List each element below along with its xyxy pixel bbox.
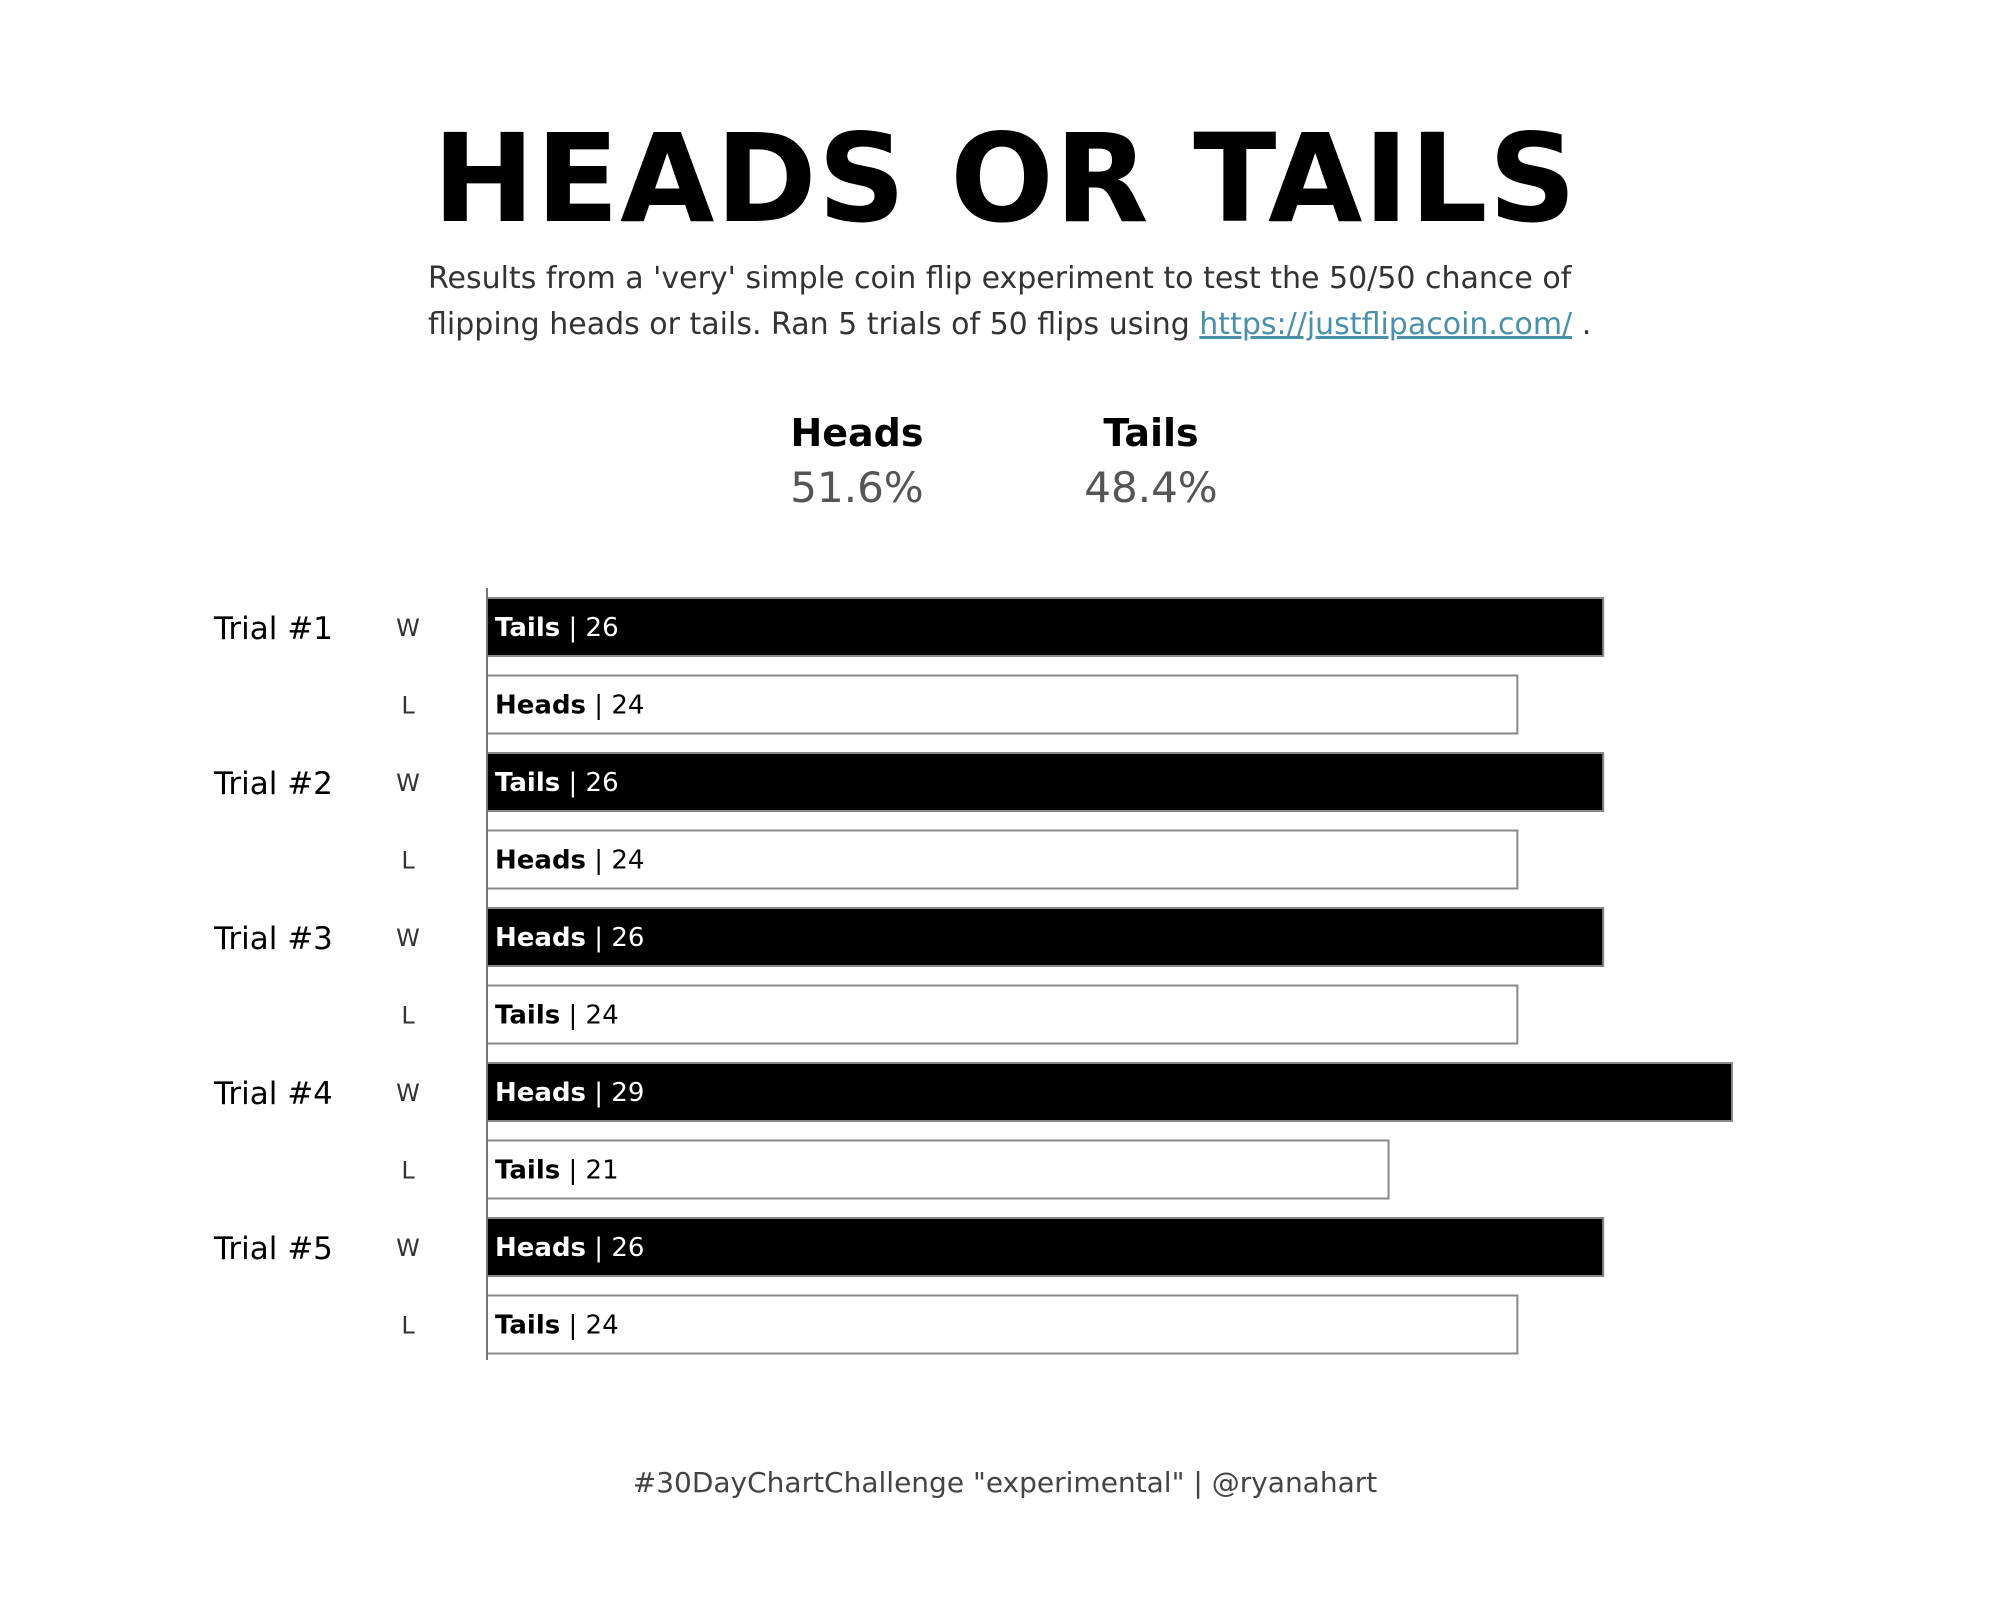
bar-label-separator: | <box>586 1233 611 1263</box>
footer-credit: #30DayChartChallenge "experimental" | @r… <box>632 1466 1378 1499</box>
bar-label-separator: | <box>586 691 611 721</box>
bar-label-value: 24 <box>611 846 644 876</box>
bar <box>486 597 1605 657</box>
result-label: L <box>401 1002 415 1030</box>
chart-title: HEADS OR TAILS <box>432 108 1578 250</box>
result-label: W <box>396 924 420 952</box>
bar-label-side: Tails <box>495 1311 560 1341</box>
result-label: W <box>396 1234 420 1262</box>
bar-label: Tails | 24 <box>495 1001 619 1031</box>
bar-label: Heads | 24 <box>495 691 644 721</box>
bar <box>486 984 1519 1045</box>
subtitle-text: Results from a 'very' simple coin flip e… <box>428 261 1572 342</box>
result-label: L <box>401 692 415 720</box>
bar <box>486 907 1605 967</box>
bar-label-side: Heads <box>495 691 586 721</box>
bar-label-side: Heads <box>495 1233 586 1263</box>
bar-label-separator: | <box>586 923 611 953</box>
kpi-heads-value: 51.6% <box>790 463 924 512</box>
bar <box>486 1294 1519 1355</box>
bar <box>486 1217 1605 1277</box>
kpi-heads: Heads 51.6% <box>757 408 957 518</box>
result-label: L <box>401 847 415 875</box>
trial-label: Trial #5 <box>213 1231 333 1267</box>
bar-label-value: 26 <box>586 613 619 643</box>
kpi-tails: Tails 48.4% <box>1051 408 1251 518</box>
bar-label-separator: | <box>560 768 585 798</box>
bar-label-separator: | <box>560 1156 585 1186</box>
bar-label-separator: | <box>560 613 585 643</box>
trial-label: Trial #4 <box>213 1076 333 1112</box>
bar-label-value: 26 <box>586 768 619 798</box>
bar-label: Heads | 26 <box>495 1233 644 1263</box>
bar-label: Tails | 24 <box>495 1311 619 1341</box>
kpi-tails-value: 48.4% <box>1084 463 1218 512</box>
result-label: W <box>396 769 420 797</box>
kpi-heads-label: Heads <box>790 411 924 455</box>
bar-label: Tails | 21 <box>495 1156 619 1186</box>
bar-label: Heads | 29 <box>495 1078 644 1108</box>
bar-label-side: Tails <box>495 1156 560 1186</box>
bar-label-side: Tails <box>495 1001 560 1031</box>
bar-label-value: 24 <box>586 1311 619 1341</box>
trial-label: Trial #1 <box>213 611 333 647</box>
bar-label-side: Heads <box>495 923 586 953</box>
subtitle-end: . <box>1572 307 1592 342</box>
result-label: W <box>396 1079 420 1107</box>
bar-label-side: Tails <box>495 613 560 643</box>
bar-label: Tails | 26 <box>495 768 619 798</box>
bar-label-side: Tails <box>495 768 560 798</box>
result-label: L <box>401 1312 415 1340</box>
bar-label-separator: | <box>560 1311 585 1341</box>
bar <box>486 674 1519 735</box>
bar <box>486 1139 1390 1200</box>
trial-label: Trial #3 <box>213 921 333 957</box>
bar <box>486 1062 1733 1122</box>
bar-label: Heads | 24 <box>495 846 644 876</box>
bar-label-value: 29 <box>611 1078 644 1108</box>
bar-label-value: 24 <box>586 1001 619 1031</box>
bar <box>486 752 1605 812</box>
bar-label-value: 21 <box>586 1156 619 1186</box>
bar-label: Heads | 26 <box>495 923 644 953</box>
bar-label-side: Heads <box>495 1078 586 1108</box>
kpi-tails-label: Tails <box>1103 411 1199 455</box>
result-label: W <box>396 614 420 642</box>
bar-label-separator: | <box>560 1001 585 1031</box>
bar-label-separator: | <box>586 1078 611 1108</box>
bar-label-value: 26 <box>611 1233 644 1263</box>
chart-subtitle: Results from a 'very' simple coin flip e… <box>428 256 1628 348</box>
bar-label-value: 24 <box>611 691 644 721</box>
result-label: L <box>401 1157 415 1185</box>
bar-label-value: 26 <box>611 923 644 953</box>
source-link[interactable]: https://justflipacoin.com/ <box>1199 307 1573 342</box>
bar-label-separator: | <box>586 846 611 876</box>
bar-label: Tails | 26 <box>495 613 619 643</box>
trial-label: Trial #2 <box>213 766 333 802</box>
bar <box>486 829 1519 890</box>
bar-label-side: Heads <box>495 846 586 876</box>
